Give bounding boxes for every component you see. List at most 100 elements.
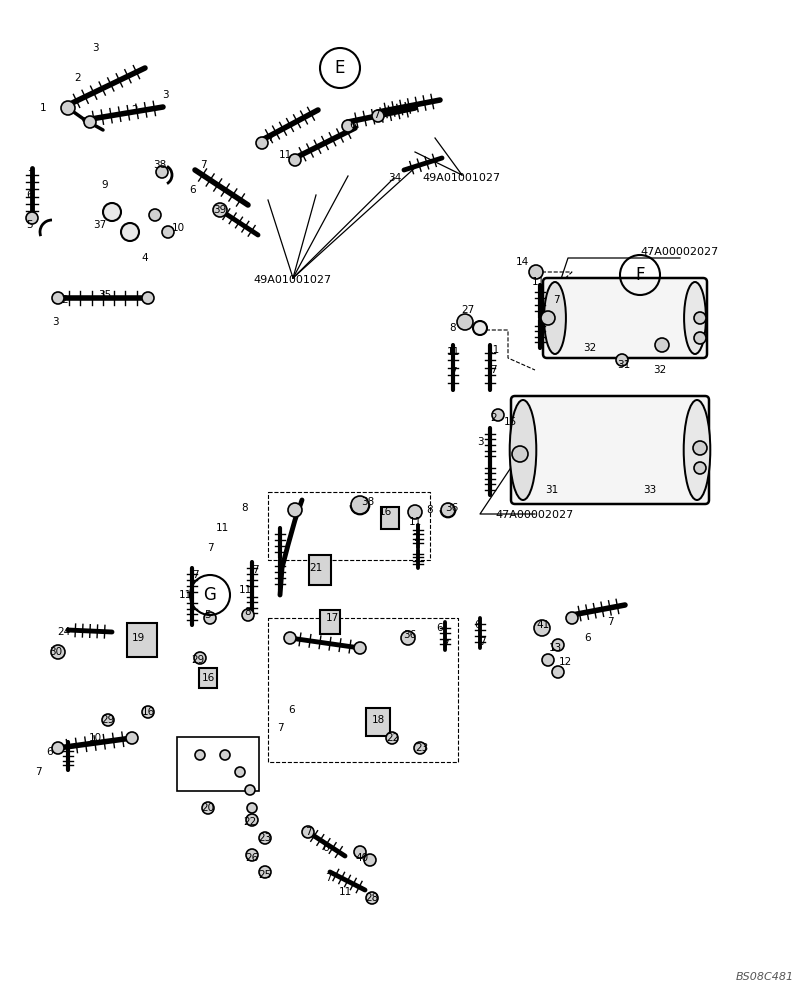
Text: G: G	[204, 586, 217, 604]
Circle shape	[259, 832, 271, 844]
Text: 7: 7	[251, 565, 258, 575]
Text: 6: 6	[584, 633, 590, 643]
Text: 6: 6	[190, 185, 196, 195]
Text: 2: 2	[490, 413, 496, 423]
Text: 10: 10	[171, 223, 184, 233]
Text: 26: 26	[245, 853, 259, 863]
Text: 6: 6	[289, 705, 295, 715]
Circle shape	[371, 110, 384, 122]
Circle shape	[234, 767, 245, 777]
FancyBboxPatch shape	[543, 278, 706, 358]
Text: 32: 32	[582, 343, 596, 353]
Text: 16: 16	[141, 707, 154, 717]
Circle shape	[551, 639, 564, 651]
Text: 13: 13	[547, 643, 561, 653]
Text: E: E	[334, 59, 345, 77]
Text: 8: 8	[449, 323, 456, 333]
Text: 49A01001027: 49A01001027	[254, 275, 332, 285]
Circle shape	[407, 505, 422, 519]
Text: 7: 7	[35, 767, 41, 777]
Text: 7: 7	[207, 543, 213, 553]
Text: 32: 32	[653, 365, 666, 375]
Circle shape	[565, 612, 577, 624]
FancyBboxPatch shape	[309, 555, 331, 585]
Text: 12: 12	[558, 657, 571, 667]
Text: 22: 22	[386, 733, 399, 743]
Circle shape	[616, 354, 627, 366]
Text: 11: 11	[530, 277, 544, 287]
Text: 8: 8	[244, 607, 251, 617]
Text: 31: 31	[616, 360, 630, 370]
Text: 11: 11	[278, 150, 291, 160]
Text: 11: 11	[408, 517, 421, 527]
Circle shape	[255, 137, 268, 149]
Text: 33: 33	[642, 485, 656, 495]
Circle shape	[693, 462, 705, 474]
Text: 37: 37	[93, 220, 106, 230]
Text: 8: 8	[242, 503, 248, 513]
Text: 25: 25	[258, 870, 272, 880]
Text: 2: 2	[131, 105, 138, 115]
Text: 7: 7	[489, 365, 496, 375]
Text: 47A00002027: 47A00002027	[496, 510, 573, 520]
Circle shape	[302, 826, 314, 838]
Text: 35: 35	[98, 290, 111, 300]
Text: 14: 14	[515, 257, 528, 267]
Text: 29: 29	[101, 715, 114, 725]
Ellipse shape	[683, 282, 705, 354]
Text: 11: 11	[486, 345, 499, 355]
Text: 5: 5	[27, 220, 33, 230]
Text: 47A00002027: 47A00002027	[640, 247, 719, 257]
Circle shape	[457, 314, 473, 330]
Text: 7: 7	[200, 160, 206, 170]
Ellipse shape	[543, 282, 565, 354]
Text: 7: 7	[372, 110, 379, 120]
Text: 29: 29	[191, 655, 204, 665]
Text: 3: 3	[52, 317, 58, 327]
Circle shape	[440, 503, 454, 517]
Text: 7: 7	[191, 570, 198, 580]
Circle shape	[162, 226, 174, 238]
Text: 7: 7	[324, 873, 331, 883]
Text: 1: 1	[40, 103, 46, 113]
Circle shape	[52, 742, 64, 754]
Text: 5: 5	[204, 610, 211, 620]
Text: 15: 15	[503, 417, 516, 427]
Circle shape	[246, 814, 258, 826]
Text: 34: 34	[388, 173, 401, 183]
Circle shape	[126, 732, 138, 744]
Text: 3: 3	[92, 43, 98, 53]
Text: 7: 7	[411, 533, 418, 543]
Circle shape	[121, 223, 139, 241]
Circle shape	[103, 203, 121, 221]
Text: 11: 11	[446, 347, 459, 357]
Circle shape	[350, 496, 368, 514]
Circle shape	[528, 265, 543, 279]
Circle shape	[354, 642, 366, 654]
Text: 31: 31	[545, 485, 558, 495]
Circle shape	[51, 645, 65, 659]
Circle shape	[341, 120, 354, 132]
Text: 36: 36	[444, 503, 458, 513]
Text: 2: 2	[75, 73, 81, 83]
Text: 23: 23	[415, 743, 428, 753]
Text: 6: 6	[350, 120, 356, 130]
Circle shape	[491, 409, 504, 421]
Circle shape	[245, 785, 255, 795]
Text: 3: 3	[476, 437, 483, 447]
Circle shape	[414, 742, 426, 754]
Text: 40: 40	[355, 853, 368, 863]
Text: 6: 6	[436, 623, 443, 633]
Text: 49A01001027: 49A01001027	[423, 173, 500, 183]
Circle shape	[512, 446, 527, 462]
Text: 19: 19	[131, 633, 144, 643]
Circle shape	[202, 802, 214, 814]
FancyBboxPatch shape	[127, 623, 157, 657]
Text: 6: 6	[27, 190, 33, 200]
Text: 10: 10	[88, 733, 101, 743]
Circle shape	[52, 292, 64, 304]
FancyBboxPatch shape	[366, 708, 389, 736]
Circle shape	[84, 116, 96, 128]
Circle shape	[654, 338, 668, 352]
Text: 6: 6	[474, 620, 481, 630]
